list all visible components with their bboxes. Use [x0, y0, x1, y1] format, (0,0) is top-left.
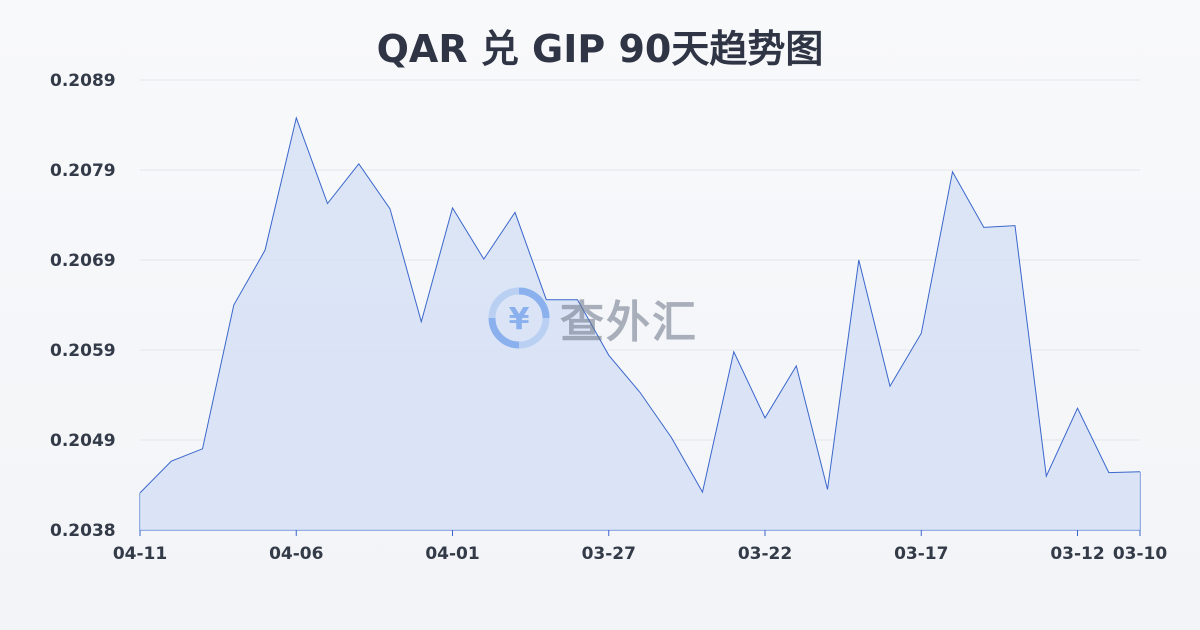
x-tick-label: 04-06: [269, 544, 323, 564]
y-tick-label: 0.2059: [50, 341, 116, 361]
chart-title: QAR 兑 GIP 90天趋势图: [376, 27, 824, 71]
x-tick-label: 04-01: [425, 544, 479, 564]
x-tick-label: 03-27: [582, 544, 636, 564]
area-fill: [140, 117, 1140, 531]
watermark: ¥ 查外汇: [488, 286, 698, 350]
x-tick-label: 03-10: [1113, 544, 1168, 564]
y-tick-label: 0.2079: [50, 161, 116, 181]
x-tick-label: 04-11: [113, 544, 167, 564]
y-tick-label: 0.2049: [50, 431, 116, 451]
svg-text:¥: ¥: [509, 302, 530, 337]
x-tick-label: 03-17: [894, 544, 948, 564]
series-line: [139, 116, 1141, 494]
y-tick-label: 0.2089: [50, 71, 116, 91]
y-tick-label: 0.2038: [50, 521, 116, 541]
watermark-text: 查外汇: [560, 297, 698, 348]
x-tick-label: 03-12: [1050, 544, 1104, 564]
yen-exchange-icon: ¥: [488, 287, 550, 349]
y-tick-label: 0.2069: [50, 251, 116, 271]
x-tick-label: 03-22: [738, 544, 792, 564]
